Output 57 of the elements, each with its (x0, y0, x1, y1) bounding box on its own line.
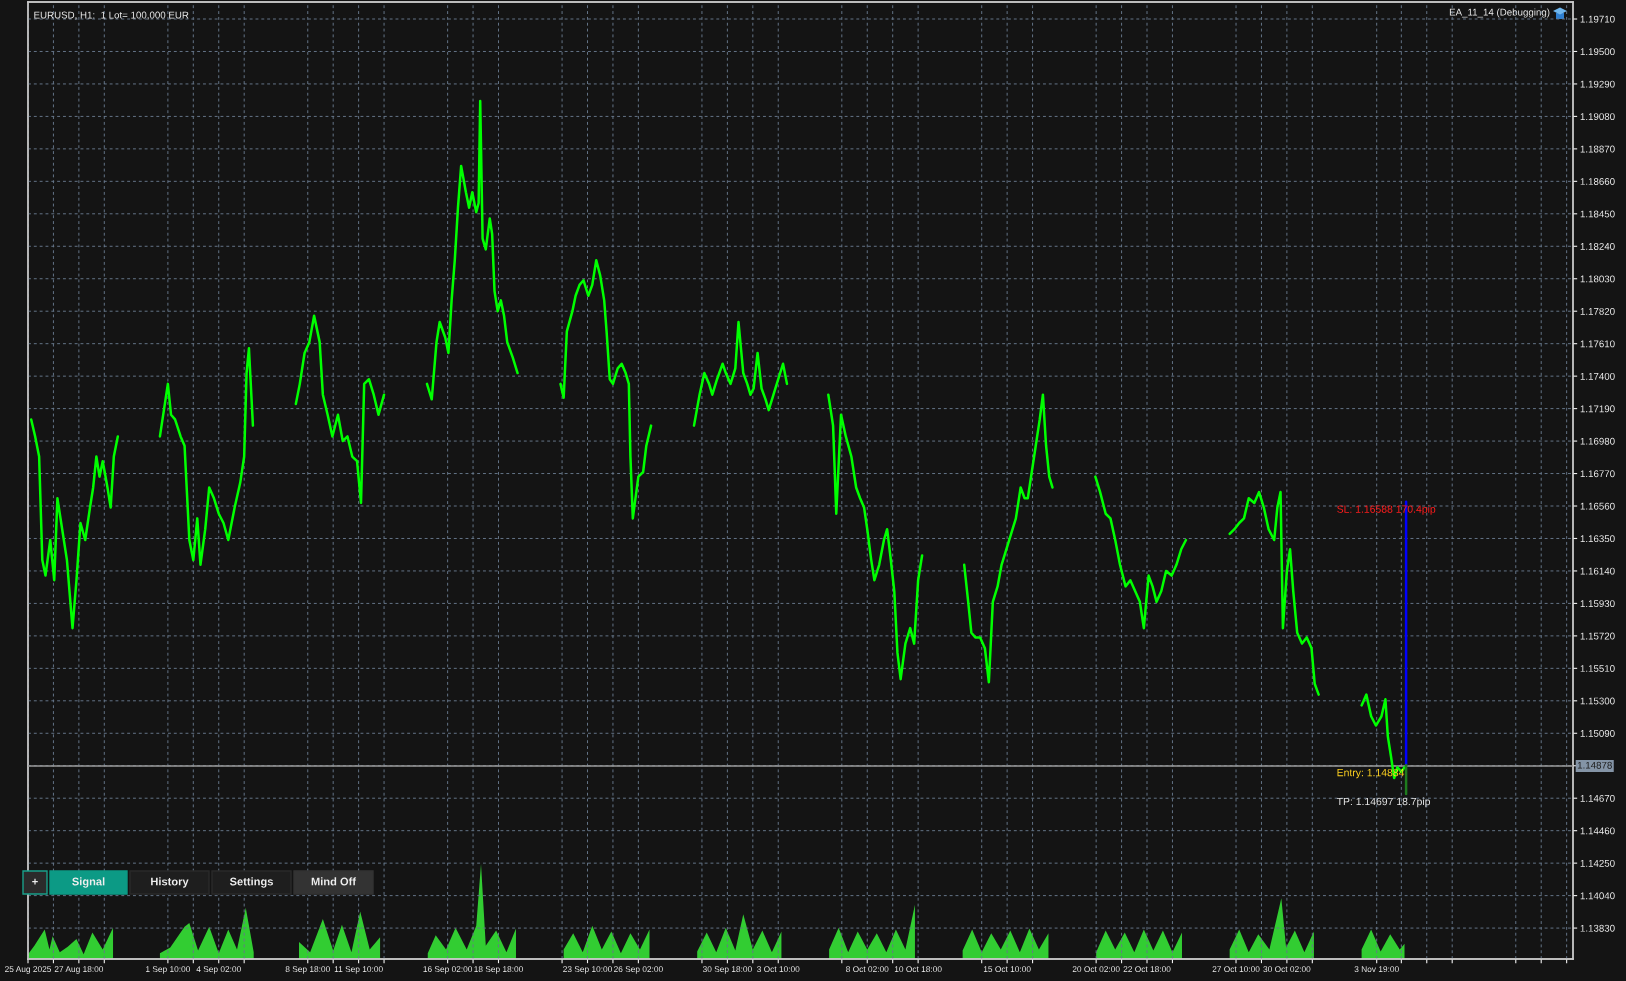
annotation: TP: 1.14697 18.7pip (1336, 797, 1431, 808)
x-tick-label: 20 Oct 02:00 (1072, 966, 1120, 973)
y-tick-label: 1.19290 (1580, 80, 1615, 88)
ref-line-label: 1.14878 (1577, 761, 1612, 769)
y-tick-label: 1.17610 (1580, 340, 1615, 348)
y-tick-label: 1.15090 (1580, 730, 1615, 737)
x-tick-label: 4 Sep 02:00 (196, 966, 241, 974)
y-tick-label: 1.13830 (1580, 924, 1615, 932)
annotation: Mind Off (311, 877, 357, 886)
x-tick-label: 23 Sep 10:00 (563, 966, 612, 974)
annotation: History (151, 877, 189, 888)
y-tick-label: 1.14040 (1580, 892, 1615, 900)
y-tick-label: 1.17190 (1580, 405, 1615, 413)
x-tick-label: 30 Oct 02:00 (1263, 966, 1311, 973)
y-tick-label: 1.17820 (1580, 307, 1615, 315)
x-tick-label: 15 Oct 10:00 (983, 966, 1031, 973)
x-tick-label: 27 Oct 10:00 (1212, 966, 1260, 973)
y-tick-label: 1.18240 (1580, 243, 1615, 250)
x-tick-label: 3 Nov 19:00 (1354, 966, 1399, 973)
x-tick-label: 3 Oct 10:00 (757, 966, 800, 973)
y-tick-label: 1.19710 (1580, 15, 1615, 23)
y-tick-label: 1.19500 (1580, 48, 1615, 56)
y-tick-label: 1.19080 (1580, 113, 1615, 121)
x-tick-label: 22 Oct 18:00 (1123, 966, 1171, 973)
annotation: Settings (229, 877, 273, 888)
annotation: EA_11_14 (Debugging) (1449, 8, 1550, 18)
y-tick-label: 1.15720 (1580, 632, 1615, 640)
y-tick-label: 1.15300 (1580, 697, 1615, 705)
x-tick-label: 1 Sep 10:00 (146, 966, 191, 974)
y-tick-label: 1.15930 (1580, 600, 1615, 608)
x-tick-label: 10 Oct 18:00 (894, 966, 942, 973)
x-tick-label: 11 Sep 10:00 (334, 966, 383, 974)
y-tick-label: 1.17400 (1580, 372, 1615, 380)
y-tick-label: 1.15510 (1580, 665, 1615, 672)
x-tick-label: 8 Sep 18:00 (285, 966, 330, 974)
y-tick-label: 1.16140 (1580, 567, 1615, 575)
x-tick-label: 27 Aug 18:00 (54, 966, 104, 974)
y-tick-label: 1.18030 (1580, 275, 1615, 283)
x-tick-label: 16 Sep 02:00 (423, 966, 473, 974)
y-tick-label: 1.16350 (1580, 535, 1615, 543)
y-tick-label: 1.16770 (1580, 470, 1615, 478)
y-tick-label: 1.16980 (1580, 437, 1615, 445)
y-tick-label: 1.14250 (1580, 859, 1615, 867)
x-tick-label: 30 Sep 18:00 (702, 966, 752, 974)
y-tick-label: 1.16560 (1580, 502, 1615, 510)
y-tick-label: 1.14460 (1580, 827, 1615, 835)
x-tick-label: 8 Oct 02:00 (846, 966, 889, 973)
annotation: + (32, 878, 38, 885)
x-tick-label: 25 Aug 2025 (5, 966, 52, 974)
y-tick-label: 1.18450 (1580, 210, 1615, 218)
y-tick-label: 1.18660 (1580, 178, 1615, 185)
x-tick-label: 18 Sep 18:00 (474, 966, 523, 974)
y-tick-label: 1.14670 (1580, 794, 1615, 802)
annotation: Signal (72, 877, 105, 888)
text: EURUSD, H1: 1 Lot= 100,000 EUR (34, 11, 189, 20)
x-tick-label: 26 Sep 02:00 (614, 966, 663, 974)
y-tick-label: 1.18870 (1580, 145, 1615, 153)
